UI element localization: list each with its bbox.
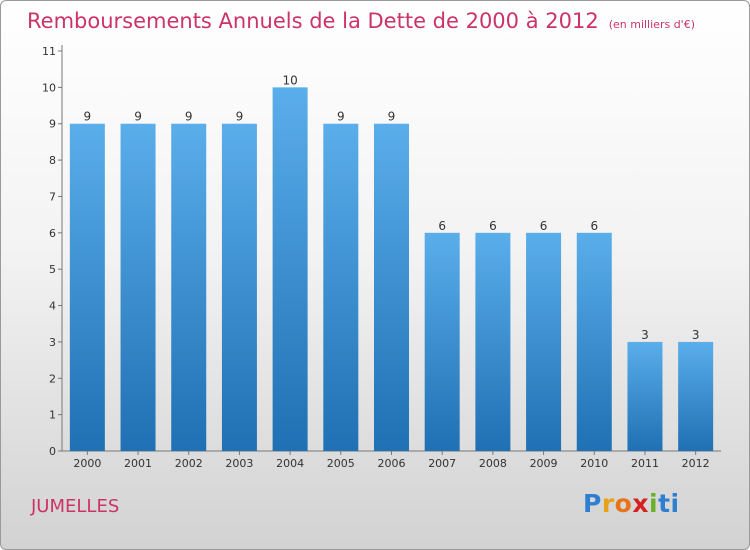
bar-value-label: 3 (692, 328, 700, 342)
y-tick-label: 8 (49, 154, 56, 167)
logo-letter: i (670, 489, 680, 518)
bar-value-label: 9 (388, 110, 396, 124)
x-tick-label: 2012 (682, 457, 710, 470)
y-tick-label: 6 (49, 227, 56, 240)
proxiti-logo: Proxiti (583, 489, 680, 518)
logo-letter: P (583, 489, 602, 518)
bar-2004 (272, 87, 308, 451)
bar-2003 (221, 123, 257, 452)
x-tick-label: 2002 (175, 457, 203, 470)
chart-bars (69, 87, 714, 452)
bar-value-label: 9 (84, 110, 92, 124)
x-tick-label: 2005 (327, 457, 355, 470)
bar-value-label: 6 (438, 219, 446, 233)
y-tick-label: 1 (49, 409, 56, 422)
x-tick-label: 2000 (73, 457, 101, 470)
y-tick-label: 4 (49, 300, 56, 313)
x-tick-label: 2008 (479, 457, 507, 470)
x-tick-label: 2001 (124, 457, 152, 470)
bar-value-label: 9 (236, 110, 244, 124)
bar-2002 (171, 123, 207, 452)
y-tick-label: 2 (49, 372, 56, 385)
logo-letter: r (601, 489, 615, 518)
y-tick-label: 0 (49, 445, 56, 458)
y-tick-label: 3 (49, 336, 56, 349)
x-tick-label: 2009 (530, 457, 558, 470)
y-tick-label: 5 (49, 263, 56, 276)
bar-value-label: 6 (489, 219, 497, 233)
bar-2010 (576, 232, 612, 451)
chart-title: Remboursements Annuels de la Dette de 20… (27, 9, 695, 33)
logo-letter: o (614, 489, 633, 518)
logo-letter: t (658, 489, 671, 518)
chart-title-text: Remboursements Annuels de la Dette de 20… (27, 9, 599, 33)
x-tick-label: 2003 (225, 457, 253, 470)
logo-letter: i (649, 489, 659, 518)
commune-name: JUMELLES (31, 496, 120, 517)
x-tick-label: 2007 (428, 457, 456, 470)
bar-2000 (69, 123, 105, 452)
bar-2001 (120, 123, 156, 452)
chart-subtitle: (en milliers d'€) (608, 18, 695, 31)
bar-value-label: 9 (185, 110, 193, 124)
bar-value-label: 10 (282, 73, 297, 87)
y-tick-label: 7 (49, 190, 56, 203)
bar-2011 (627, 341, 663, 451)
chart-labels: 9 2000 9 2001 9 2002 9 2003 10 2004 9 2005 9 2006 6 200… (73, 73, 709, 470)
bar-2012 (678, 341, 714, 451)
y-tick-label: 9 (49, 118, 56, 131)
bar-2009 (526, 232, 562, 451)
bar-2008 (475, 232, 511, 451)
bar-value-label: 3 (641, 328, 649, 342)
bar-2006 (374, 123, 409, 452)
bar-value-label: 9 (337, 110, 345, 124)
bar-2007 (424, 232, 460, 451)
bar-value-label: 6 (540, 219, 548, 233)
bar-2005 (323, 123, 359, 452)
logo-letter: x (632, 489, 649, 518)
bar-value-label: 6 (590, 219, 598, 233)
x-tick-label: 2006 (378, 457, 406, 470)
x-tick-label: 2010 (580, 457, 608, 470)
bar-value-label: 9 (134, 110, 142, 124)
y-tick-label: 11 (42, 45, 56, 58)
y-tick-label: 10 (42, 81, 56, 94)
x-tick-label: 2004 (276, 457, 304, 470)
x-tick-label: 2011 (631, 457, 659, 470)
